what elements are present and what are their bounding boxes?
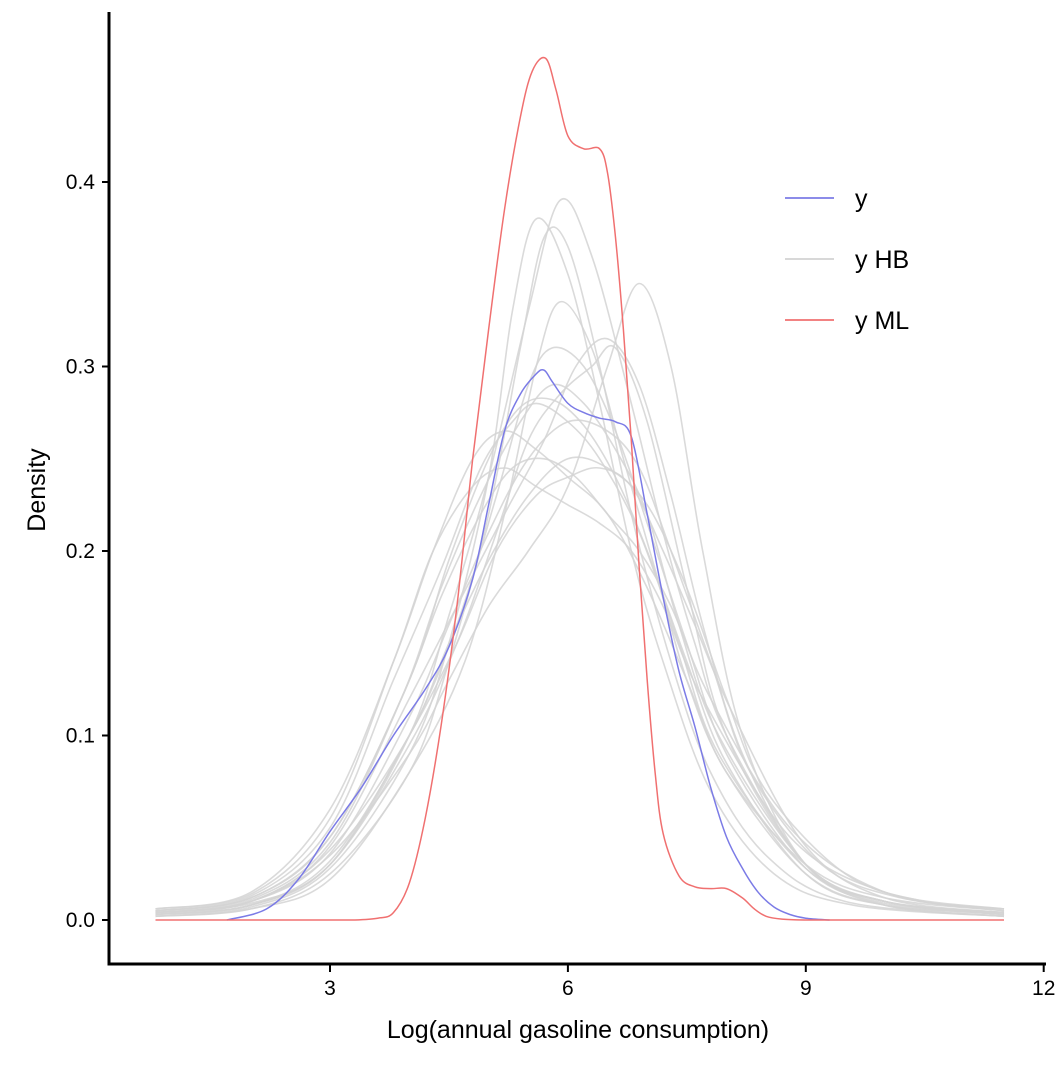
- series-line-y-hb-4: [155, 430, 1005, 912]
- series-line-y-hb-3: [155, 282, 1005, 916]
- y-tick-label: 0.0: [66, 909, 95, 932]
- x-tick-label: 9: [800, 977, 812, 1000]
- y-tick-label: 0.4: [66, 171, 96, 194]
- series-line-y-hb-15: [155, 456, 1005, 914]
- series-line-y-hb-13: [155, 467, 1005, 910]
- series-line-y-hb-12: [155, 301, 1005, 918]
- y-axis-title: Density: [23, 448, 51, 532]
- series-line-y-hb-7: [155, 337, 1005, 916]
- series-line-y-hb-16: [155, 383, 1005, 914]
- series-line-y-hb-1: [155, 397, 1005, 914]
- legend-label-y-hb: y HB: [855, 246, 909, 274]
- y-tick-label: 0.1: [66, 725, 95, 748]
- x-tick-label: 12: [1032, 977, 1055, 1000]
- ticks-layer: 0.0 0.1 0.2 0.3 0.4 3 6 9 12: [66, 171, 1056, 1000]
- series-line-y-hb-6: [155, 466, 1005, 914]
- series-line-y-ml: [155, 56, 1004, 921]
- series-line-y: [226, 368, 830, 921]
- legend-label-y: y: [855, 185, 868, 213]
- series-layer: [155, 56, 1005, 921]
- legend: y y HB y ML: [785, 185, 909, 335]
- legend-label-y-ml: y ML: [855, 307, 909, 335]
- series-line-y-hb-17: [155, 346, 1005, 916]
- x-tick-label: 3: [324, 977, 336, 1000]
- x-axis-title: Log(annual gasoline consumption): [387, 1016, 769, 1044]
- series-line-y-hb-14: [155, 345, 1005, 916]
- x-tick-label: 6: [562, 977, 574, 1000]
- series-line-y-hb-9: [155, 217, 1005, 918]
- series-line-y-hb-10: [155, 419, 1005, 914]
- series-line-y-hb-8: [155, 402, 1005, 914]
- y-tick-label: 0.2: [66, 540, 95, 563]
- axes-layer: [107, 12, 1046, 966]
- series-line-y-hb-11: [155, 457, 1005, 912]
- y-tick-label: 0.3: [66, 356, 95, 379]
